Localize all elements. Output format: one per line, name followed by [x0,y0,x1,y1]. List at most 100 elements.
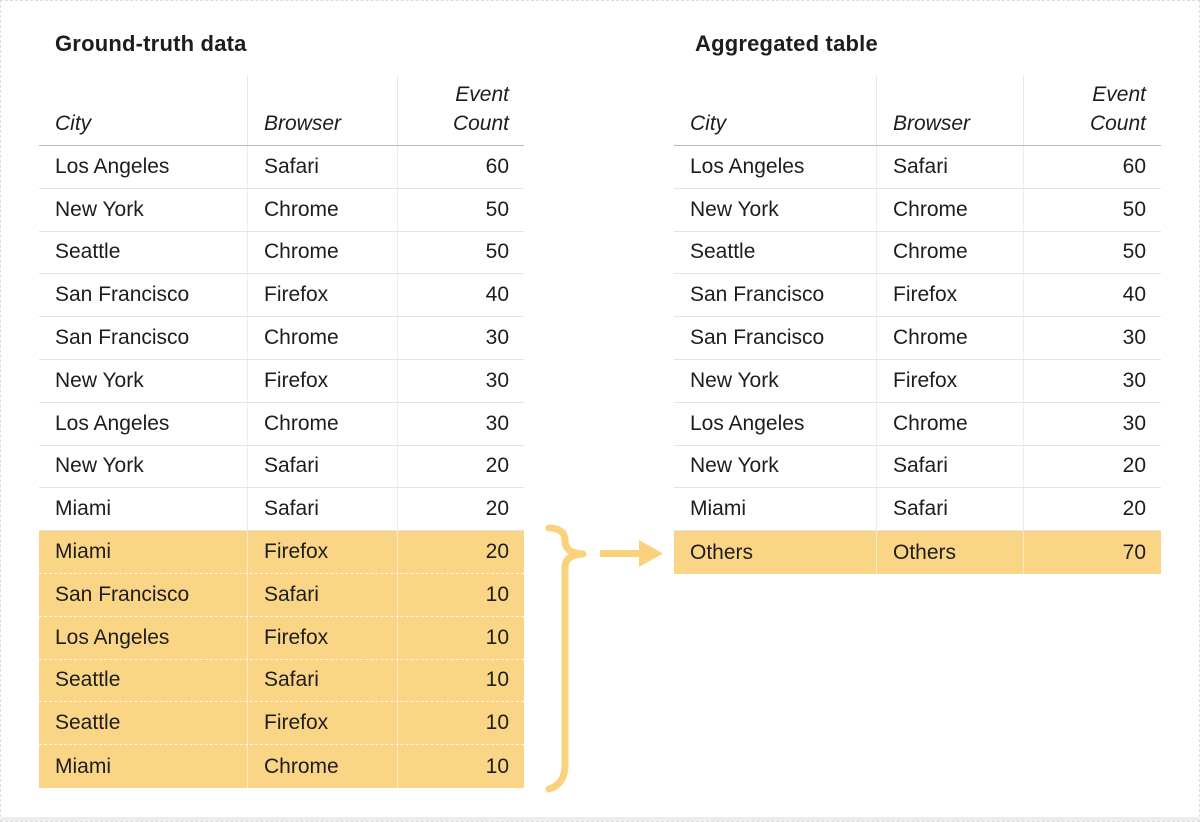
count-cell: 50 [397,188,524,231]
ground-truth-table-body: Los Angeles Safari 60 New York Chrome 50… [39,146,524,788]
table-row: Miami Safari 20 [39,488,524,532]
city-cell: Others [690,540,754,564]
city-cell: Seattle [690,240,756,264]
table-header-row: City Browser Event Count [674,76,1161,146]
count-cell: 50 [1023,231,1161,274]
count-cell: 40 [1023,274,1161,317]
city-cell: Los Angeles [690,154,805,178]
browser-cell: Safari [247,659,397,702]
table-row: New York Chrome 50 [674,188,1161,232]
browser-cell: Chrome [876,402,1023,445]
city-cell: San Francisco [55,283,190,307]
right-arrow-icon [600,540,663,567]
browser-cell: Firefox [247,274,397,317]
table-row: Los Angeles Safari 60 [39,146,524,189]
column-header-browser: Browser [247,76,397,145]
count-cell: 20 [397,531,524,573]
city-cell: Miami [55,540,111,564]
count-cell: 60 [397,146,524,188]
browser-cell: Chrome [876,231,1023,274]
city-cell: New York [690,454,779,478]
browser-cell: Chrome [247,402,397,445]
browser-cell: Firefox [247,616,397,659]
browser-cell: Chrome [247,745,397,788]
count-cell: 10 [397,573,524,616]
browser-cell: Firefox [876,359,1023,402]
browser-cell: Firefox [247,531,397,573]
city-cell: New York [55,197,144,221]
city-cell: Los Angeles [690,411,805,435]
column-header-city: City [55,111,92,135]
count-cell: 30 [1023,317,1161,359]
browser-cell: Safari [876,445,1023,488]
city-cell: Los Angeles [55,625,170,649]
column-header-event-count: Event Count [397,76,524,145]
city-cell: Seattle [55,668,121,692]
city-cell: Seattle [55,711,121,735]
column-header-city: City [690,111,727,135]
browser-cell: Safari [247,573,397,616]
table-row: New York Chrome 50 [39,188,524,232]
browser-cell: Chrome [247,188,397,231]
table-row: San Francisco Firefox 40 [674,274,1161,318]
browser-cell: Firefox [247,702,397,745]
city-cell: Miami [55,754,111,778]
city-cell: New York [690,197,779,221]
count-cell: 40 [397,274,524,317]
table-row: Los Angeles Safari 60 [674,146,1161,189]
table-row: New York Safari 20 [674,445,1161,489]
bottom-edge-bar [1,817,1199,821]
table-row: San Francisco Chrome 30 [674,317,1161,360]
browser-cell: Others [876,531,1023,574]
curly-brace-icon [545,524,587,793]
count-cell: 10 [397,616,524,659]
column-header-event-count: Event Count [1023,76,1161,145]
table-row: Seattle Chrome 50 [674,231,1161,275]
count-cell: 10 [397,745,524,788]
right-table-title: Aggregated table [695,31,878,56]
count-cell: 20 [1023,488,1161,531]
count-cell: 60 [1023,146,1161,188]
city-cell: New York [55,454,144,478]
count-cell: 50 [397,231,524,274]
browser-cell: Safari [247,146,397,188]
table-row: Miami Safari 20 [674,488,1161,532]
table-row: Seattle Firefox 10 [39,702,524,746]
count-cell: 10 [397,659,524,702]
count-cell: 20 [397,445,524,488]
table-row: San Francisco Chrome 30 [39,317,524,360]
table-row: New York Firefox 30 [674,359,1161,403]
city-cell: Los Angeles [55,154,170,178]
city-cell: Los Angeles [55,411,170,435]
aggregated-table-body: Los Angeles Safari 60 New York Chrome 50… [674,146,1161,574]
browser-cell: Safari [876,488,1023,531]
city-cell: Miami [55,497,111,521]
count-cell: 30 [397,317,524,359]
city-cell: San Francisco [55,326,190,350]
count-cell: 10 [397,702,524,745]
count-cell: 20 [397,488,524,531]
table-row: Los Angeles Chrome 30 [39,402,524,446]
table-row: San Francisco Firefox 40 [39,274,524,318]
table-row: Los Angeles Firefox 10 [39,616,524,660]
city-cell: New York [690,368,779,392]
count-cell: 30 [1023,359,1161,402]
city-cell: New York [55,368,144,392]
city-cell: San Francisco [690,326,825,350]
count-cell: 30 [397,402,524,445]
city-cell: San Francisco [55,582,190,606]
count-cell: 30 [397,359,524,402]
browser-cell: Firefox [247,359,397,402]
browser-cell: Firefox [876,274,1023,317]
browser-cell: Chrome [247,317,397,359]
browser-cell: Safari [876,146,1023,188]
left-table-title: Ground-truth data [55,31,247,56]
table-row: New York Firefox 30 [39,359,524,403]
table-row: Seattle Safari 10 [39,659,524,703]
count-cell: 30 [1023,402,1161,445]
count-cell: 20 [1023,445,1161,488]
browser-cell: Safari [247,445,397,488]
table-row: Miami Chrome 10 [39,745,524,788]
city-cell: San Francisco [690,283,825,307]
